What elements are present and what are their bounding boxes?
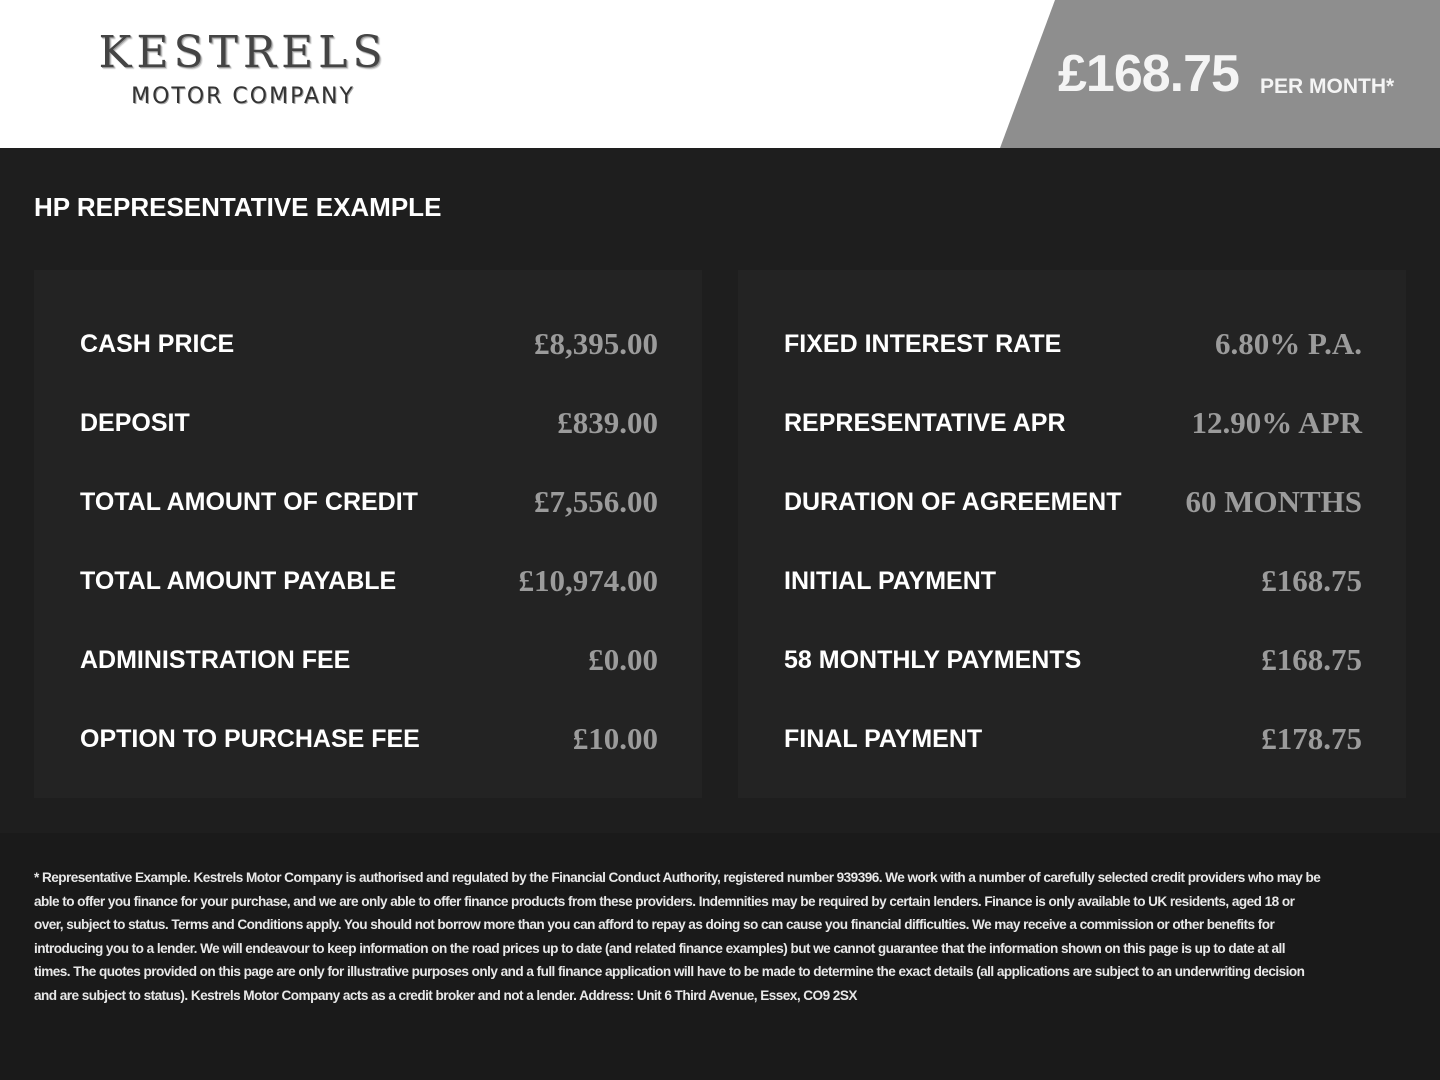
finance-row: TOTAL AMOUNT PAYABLE £10,974.00	[80, 561, 658, 601]
finance-row: REPRESENTATIVE APR 12.90% APR	[784, 403, 1362, 443]
finance-value: £10,974.00	[518, 563, 659, 598]
finance-value: 60 MONTHS	[1185, 484, 1362, 519]
finance-row: ADMINISTRATION FEE £0.00	[80, 640, 658, 680]
finance-value: £0.00	[588, 642, 658, 677]
finance-row: INITIAL PAYMENT £168.75	[784, 561, 1362, 601]
finance-label: ADMINISTRATION FEE	[80, 645, 351, 674]
finance-label: 58 MONTHLY PAYMENTS	[784, 645, 1082, 674]
logo-sub-text: MOTOR COMPANY	[131, 84, 355, 109]
finance-panel-right: FIXED INTEREST RATE 6.80% P.A. REPRESENTAT…	[738, 270, 1406, 798]
finance-value: £8,395.00	[534, 326, 658, 361]
finance-row: TOTAL AMOUNT OF CREDIT £7,556.00	[80, 482, 658, 522]
footer	[0, 833, 1440, 1080]
finance-value: £839.00	[557, 405, 658, 440]
finance-value: 12.90% APR	[1191, 405, 1363, 440]
finance-panel-left: CASH PRICE £8,395.00 DEPOSIT £839.00 TOTAL A…	[34, 270, 702, 798]
finance-row: OPTION TO PURCHASE FEE £10.00	[80, 719, 658, 759]
finance-row: CASH PRICE £8,395.00	[80, 324, 658, 364]
section-title: HP REPRESENTATIVE EXAMPLE	[34, 192, 442, 222]
finance-value: £168.75	[1261, 642, 1362, 677]
finance-label: INITIAL PAYMENT	[784, 566, 997, 595]
finance-value: £10.00	[572, 721, 658, 756]
disclaimer-text: * Representative Example. Kestrels Motor…	[34, 870, 1321, 1003]
logo-main-text: KESTRELS	[98, 27, 388, 78]
finance-row: FIXED INTEREST RATE 6.80% P.A.	[784, 324, 1362, 364]
finance-label: DURATION OF AGREEMENT	[784, 487, 1122, 516]
price-banner	[1000, 0, 1440, 148]
kestrels-logo: KESTRELS MOTOR COMPANY	[82, 27, 404, 110]
finance-label: REPRESENTATIVE APR	[784, 408, 1066, 437]
finance-label: TOTAL AMOUNT PAYABLE	[80, 566, 397, 595]
finance-label: DEPOSIT	[80, 408, 190, 437]
finance-label: TOTAL AMOUNT OF CREDIT	[80, 487, 418, 516]
finance-label: FINAL PAYMENT	[784, 724, 983, 753]
finance-value: £7,556.00	[534, 484, 658, 519]
finance-label: OPTION TO PURCHASE FEE	[80, 724, 420, 753]
finance-label: FIXED INTEREST RATE	[784, 329, 1062, 358]
monthly-price: £168.75	[1058, 45, 1240, 103]
finance-value: 6.80% P.A.	[1215, 326, 1362, 361]
finance-row: 58 MONTHLY PAYMENTS £168.75	[784, 640, 1362, 680]
finance-row: FINAL PAYMENT £178.75	[784, 719, 1362, 759]
finance-value: £178.75	[1261, 721, 1362, 756]
per-month-label: PER MONTH*	[1260, 75, 1395, 98]
finance-row: DEPOSIT £839.00	[80, 403, 658, 443]
finance-label: CASH PRICE	[80, 329, 235, 358]
finance-row: DURATION OF AGREEMENT 60 MONTHS	[784, 482, 1362, 522]
finance-value: £168.75	[1261, 563, 1362, 598]
